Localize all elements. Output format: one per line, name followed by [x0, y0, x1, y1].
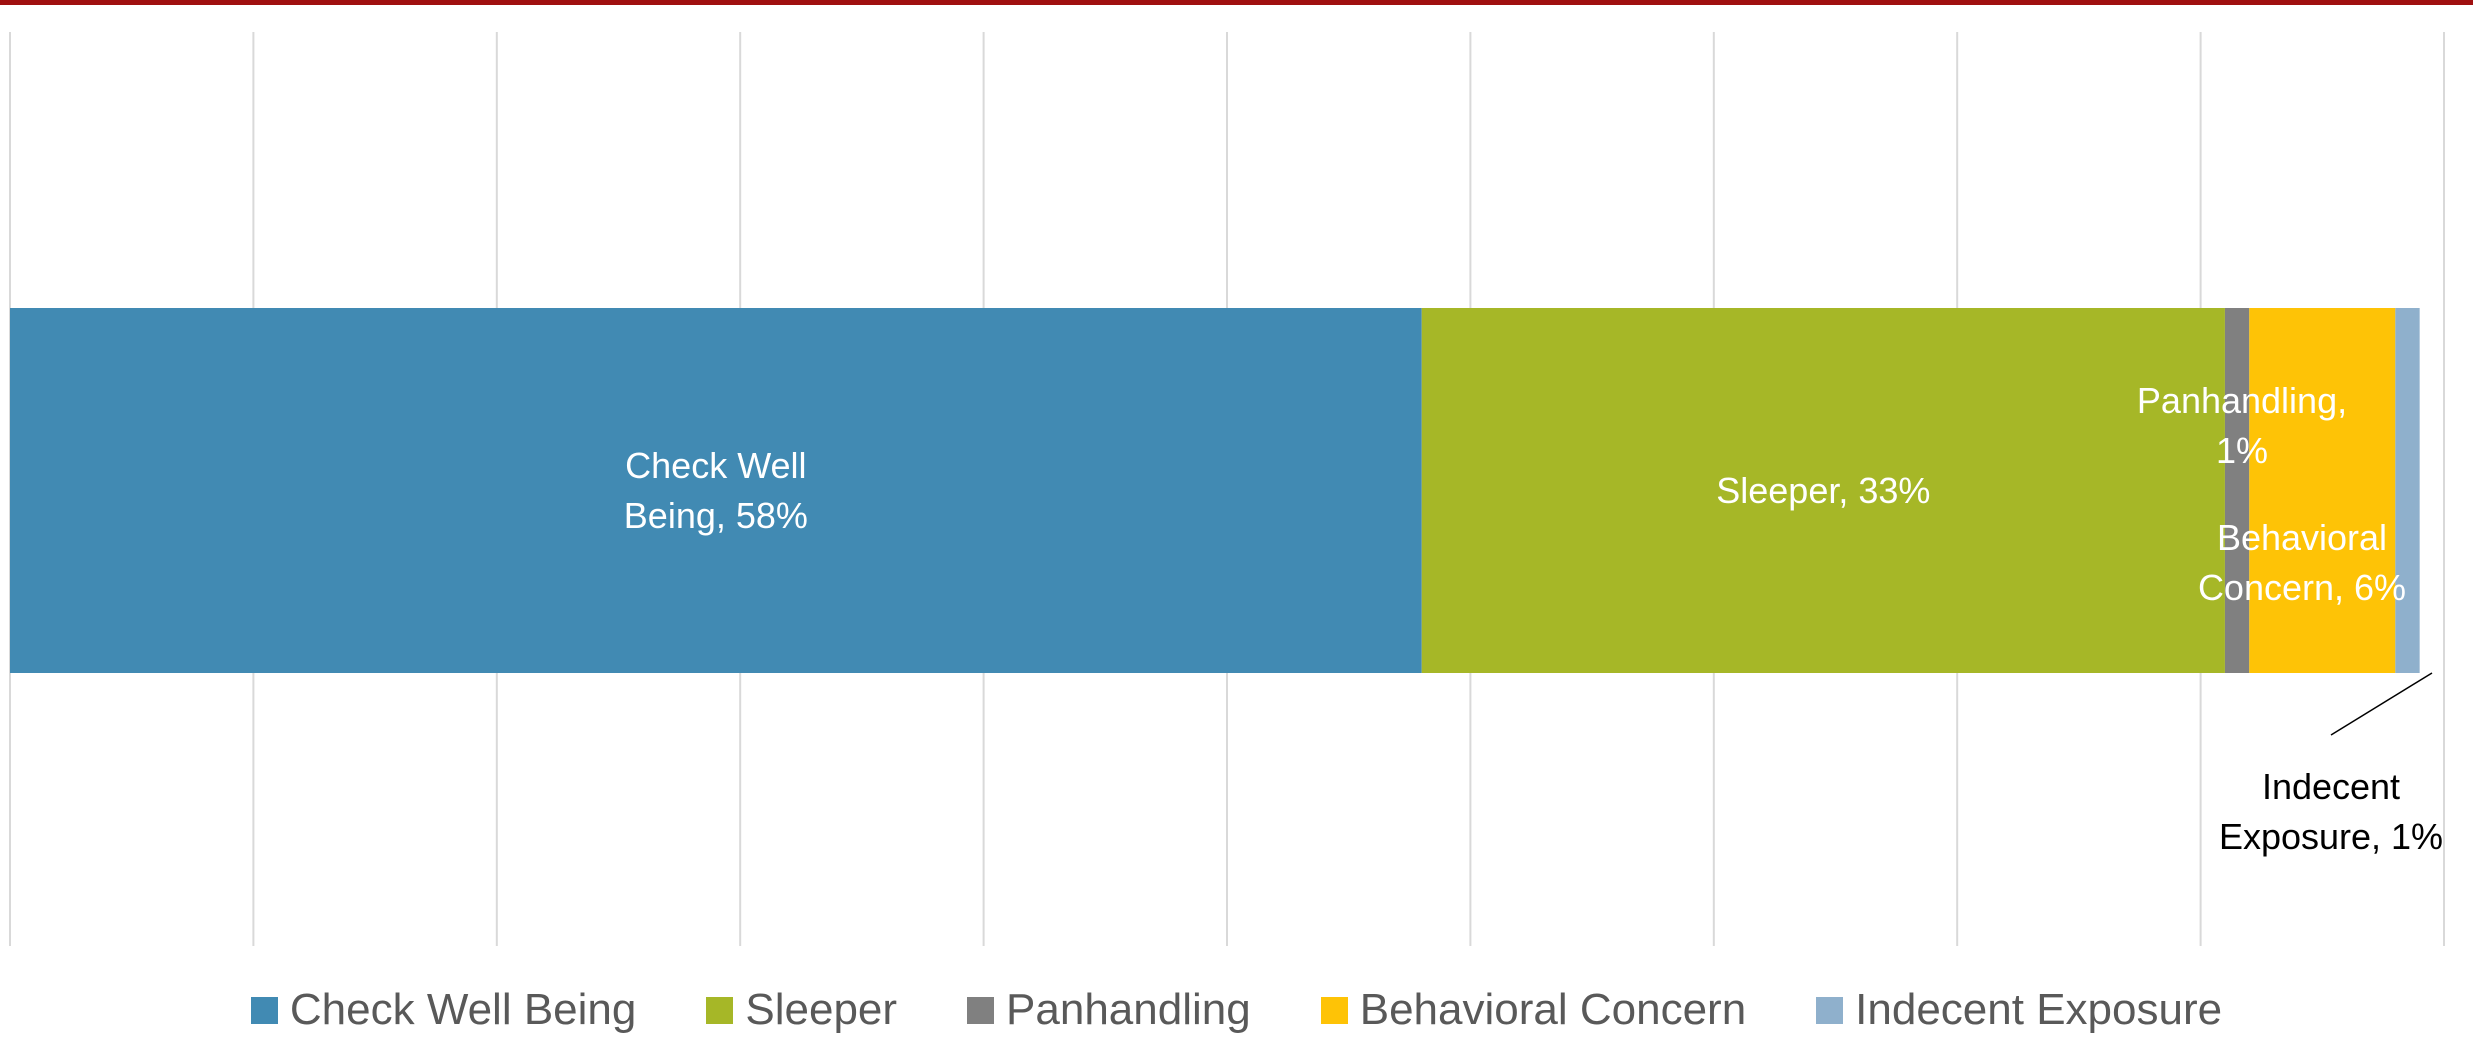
bar-segment — [1421, 308, 2225, 673]
bar-segment — [2249, 308, 2396, 673]
data-label: Indecent Exposure, 1% — [2218, 766, 2444, 857]
legend-label: Check Well Being — [289, 985, 637, 1034]
legend-label: Indecent Exposure — [1855, 985, 2223, 1034]
bar-segment — [2395, 308, 2420, 673]
bar-segment — [2224, 308, 2250, 673]
legend-item: Panhandling — [967, 985, 1251, 1035]
legend-item: Sleeper — [706, 985, 897, 1035]
legend-swatch — [706, 996, 734, 1024]
legend-item: Behavioral Concern — [1320, 985, 1747, 1035]
legend-label: Panhandling — [1006, 985, 1251, 1034]
data-label: Behavioral Concern, 6% — [2197, 517, 2407, 608]
data-label: Check Well Being, 58% — [623, 444, 808, 536]
legend-label: Sleeper — [745, 985, 898, 1034]
data-label: Panhandling, 1% — [2136, 380, 2348, 471]
legend-item: Check Well Being — [250, 985, 637, 1035]
legend-item: Indecent Exposure — [1816, 985, 2222, 1035]
legend-swatch — [1320, 996, 1348, 1024]
bar-segment — [10, 308, 1422, 673]
data-label: Sleeper, 33% — [1716, 469, 1931, 511]
legend-label: Behavioral Concern — [1359, 985, 1747, 1034]
legend-swatch — [250, 996, 278, 1024]
legend-swatch — [967, 996, 995, 1024]
legend-swatch — [1816, 996, 1844, 1024]
legend: Check Well Being Sleeper Panhandling Behavi… — [0, 985, 2473, 1035]
leader-line — [2330, 672, 2433, 736]
top-banner — [0, 0, 2473, 5]
